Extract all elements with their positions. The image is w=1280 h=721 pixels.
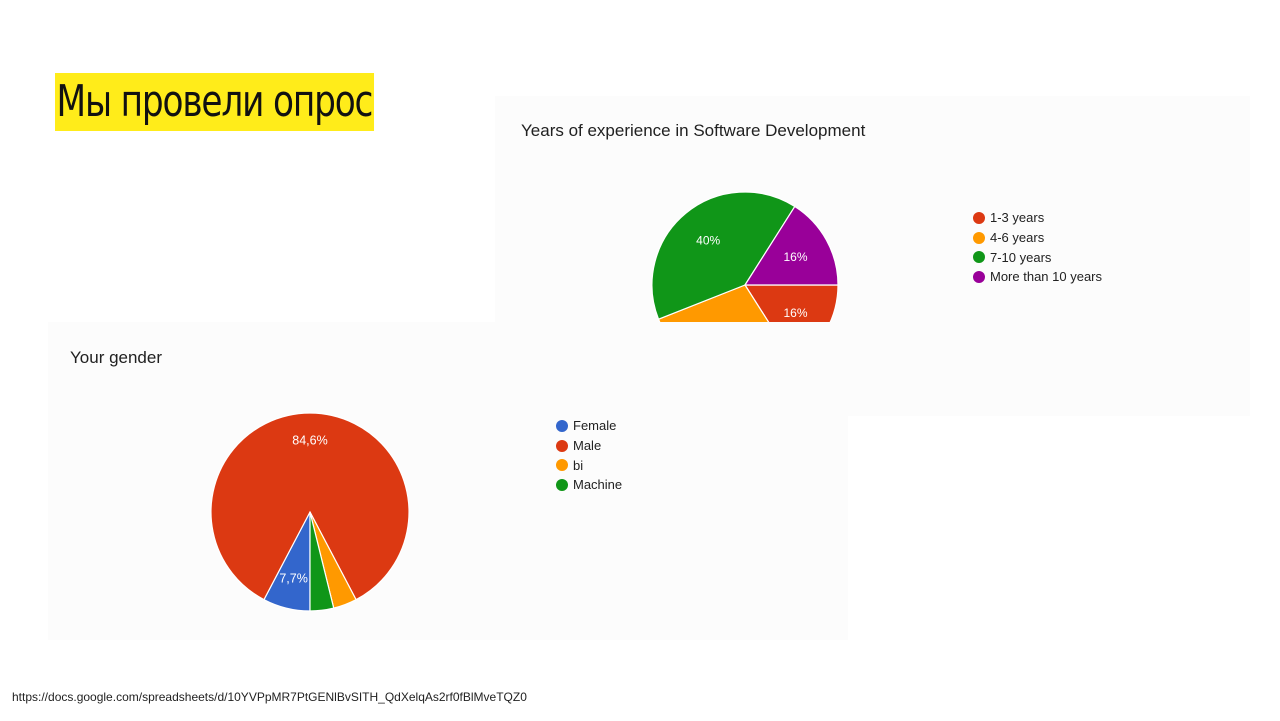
legend-swatch: [973, 270, 985, 283]
legend-item-4-6-years: 4-6 years: [973, 228, 1102, 248]
chart-title: Years of experience in Software Developm…: [521, 121, 866, 140]
slice-label-1-3-years: 16%: [783, 306, 807, 320]
legend-label: Female: [573, 418, 617, 434]
legend-label: Male: [573, 438, 602, 454]
legend-swatch: [973, 231, 985, 244]
legend-item-more-than-10-years: More than 10 years: [973, 267, 1102, 287]
legend-label: Machine: [573, 477, 623, 493]
slice-label-female: 7,7%: [279, 571, 308, 585]
experience-legend: 1-3 years 4-6 years 7-10 years More than 10…: [973, 208, 1102, 287]
pie-slice-7-10-years: [651, 191, 796, 321]
legend-swatch: [556, 419, 568, 432]
slide-title: Мы провели опрос: [55, 73, 374, 131]
legend-item-1-3-years: 1-3 years: [973, 208, 1102, 228]
slice-label-7-10-years: 40%: [696, 234, 720, 248]
legend-label: 7-10 years: [990, 249, 1052, 265]
experience-pie-svg: 16%28%40%16%: [651, 191, 839, 379]
gender-pie-svg: 7,7% 84,6%: [210, 412, 410, 612]
legend-label: 1-3 years: [990, 210, 1045, 226]
gender-legend: Female Male bi Machine: [556, 416, 622, 495]
legend-swatch: [556, 459, 568, 472]
pie-slice-machine: [309, 511, 335, 612]
legend-item-female: Female: [556, 416, 622, 436]
slice-label-male: 84,6%: [292, 434, 327, 448]
legend-swatch: [973, 211, 985, 224]
pie-slice-more-than-10-years: [743, 205, 839, 286]
legend-swatch: [556, 439, 568, 452]
legend-item-7-10-years: 7-10 years: [973, 247, 1102, 267]
chart-title: Your gender: [70, 348, 163, 367]
legend-label: More than 10 years: [990, 269, 1103, 285]
legend-swatch: [973, 251, 985, 264]
source-link[interactable]: https://docs.google.com/spreadsheets/d/1…: [12, 690, 527, 704]
legend-item-bi: bi: [556, 455, 622, 475]
legend-item-machine: Machine: [556, 475, 622, 495]
slice-label-more-than-10-years: 16%: [783, 250, 807, 264]
legend-swatch: [556, 478, 568, 491]
legend-label: 4-6 years: [990, 230, 1045, 246]
gender-chart: Your gender 7,7% 84,6% Female Male bi Machin…: [48, 322, 848, 640]
legend-label: bi: [573, 457, 584, 473]
legend-item-male: Male: [556, 436, 622, 456]
pie-slice-male: [210, 412, 410, 601]
